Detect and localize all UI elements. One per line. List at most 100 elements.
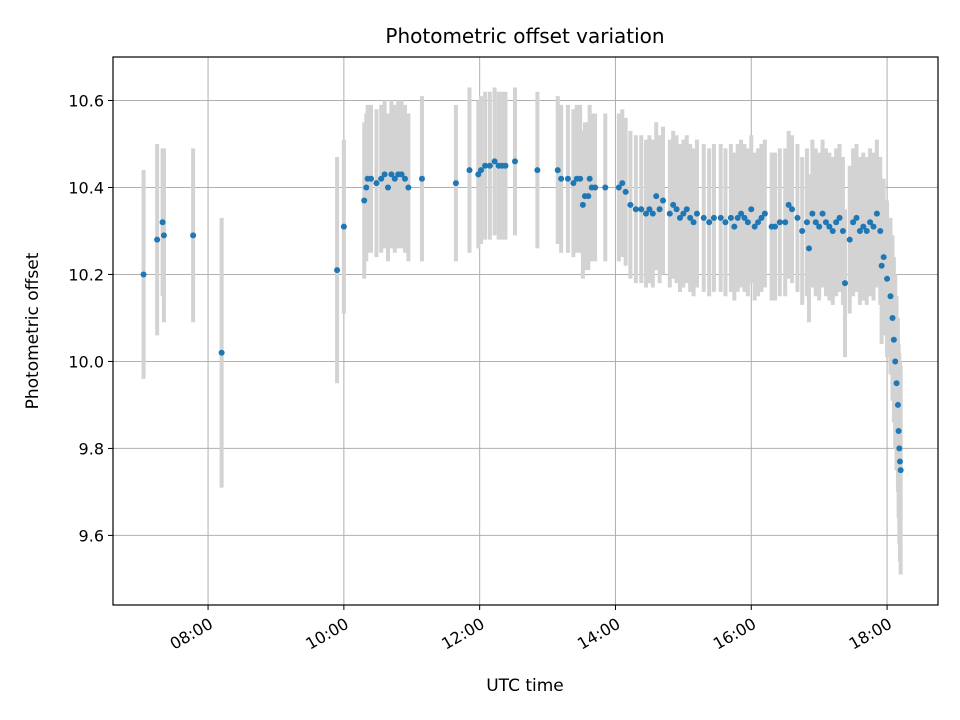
data-point [373,180,380,187]
data-point [534,167,541,174]
data-point [602,184,609,191]
data-point [140,271,147,278]
y-tick-label: 10.6 [68,91,104,110]
data-point [687,214,694,221]
data-point [361,197,368,204]
data-point [751,223,758,230]
data-point [826,223,833,230]
data-point [880,254,887,261]
data-point [363,184,370,191]
data-point [755,219,762,226]
data-point [502,162,509,169]
data-point [870,223,877,230]
x-axis-label: UTC time [486,676,564,696]
data-point [627,201,634,208]
chart-title: Photometric offset variation [385,24,664,48]
y-tick-label: 10.4 [68,178,104,197]
data-point [894,401,901,408]
data-point [558,175,565,182]
data-point [878,262,885,269]
data-point [839,227,846,234]
data-point [638,206,645,213]
data-point [381,171,388,178]
data-point [799,227,806,234]
data-point [782,219,789,226]
y-tick-label: 9.6 [79,526,104,545]
y-axis-ticks: 9.6 9.8 10.0 10.2 10.4 10.6 [68,91,113,545]
data-point [761,210,768,217]
data-point [385,184,391,191]
data-point [794,214,801,221]
data-point [592,184,599,191]
y-tick-label: 10.2 [68,265,104,284]
data-point [889,314,896,321]
data-point [615,184,622,191]
data-point [706,219,713,226]
data-point [887,293,894,300]
data-point [466,167,473,174]
data-point [378,175,385,182]
data-point [564,175,571,182]
data-point [160,232,167,239]
plot-frame [112,56,939,606]
data-point [884,275,891,282]
data-point [486,162,493,169]
data-point [741,214,748,221]
data-point [418,175,425,182]
data-point [154,236,161,243]
data-point [619,180,626,187]
data-point [218,349,225,356]
data-point [867,219,874,226]
data-point [856,227,863,234]
data-point [850,219,857,226]
data-point [829,227,836,234]
data-point [890,336,897,343]
data-point [877,227,884,234]
data-point [738,210,745,217]
data-point [690,219,697,226]
data-point [727,214,734,221]
data-point [700,214,707,221]
data-point [391,175,398,182]
data-point [190,232,197,239]
data-point [846,236,853,243]
data-point [653,193,660,200]
data-point [893,380,900,387]
y-tick-label: 10.0 [68,352,104,371]
data-point [803,219,810,226]
data-point [334,267,341,274]
data-point [841,280,848,287]
data-point [772,223,779,230]
data-point [816,223,823,230]
data-point [475,171,482,178]
data-point [570,180,577,187]
data-point [478,167,485,174]
data-point [673,206,680,213]
data-point [388,171,395,178]
data-point [554,167,561,174]
data-point [896,445,903,452]
data-point [660,197,666,204]
data-point [452,180,459,187]
data-point [405,184,412,191]
data-point [398,171,405,178]
data-point [710,214,717,221]
data-point [785,201,792,208]
data-point [622,188,629,195]
data-point [632,206,639,213]
data-point [511,158,518,165]
data-point [805,245,812,252]
data-point [896,458,903,465]
data-point [368,175,375,182]
data-point [656,206,663,213]
data-point [822,219,829,226]
data-point [579,201,586,208]
data-point [586,175,593,182]
data-point [676,214,683,221]
data-point [717,214,724,221]
data-point [748,206,755,213]
data-point [873,210,880,217]
data-point [666,210,673,217]
data-point [863,227,870,234]
data-point [585,193,592,200]
